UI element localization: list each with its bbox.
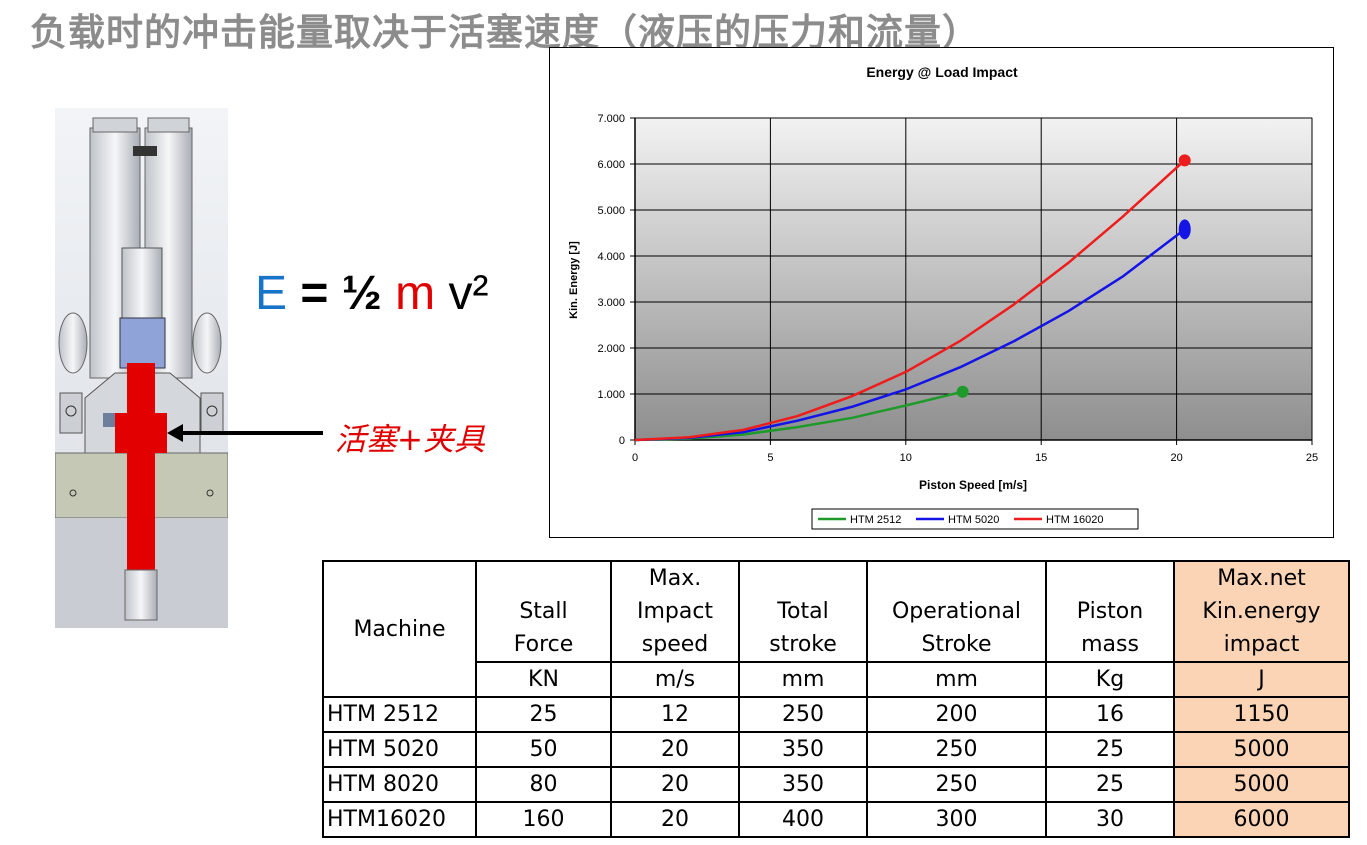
x-tick-label: 25 — [1306, 452, 1318, 464]
x-axis-label: Piston Speed [m/s] — [919, 478, 1027, 492]
table-header-cell: Total stroke — [738, 560, 868, 663]
plot-area — [634, 117, 1313, 441]
machine-name-cell: HTM 5020 — [322, 731, 477, 768]
table-cell: 300 — [866, 801, 1047, 838]
table-cell: 5000 — [1173, 766, 1350, 803]
table-cell: 12 — [610, 696, 740, 733]
machine-name-cell: HTM 8020 — [322, 766, 477, 803]
legend-label: HTM 2512 — [850, 514, 901, 526]
table-cell: 6000 — [1173, 801, 1350, 838]
legend-label: HTM 5020 — [948, 514, 999, 526]
series-end-marker — [1178, 219, 1191, 240]
chart-title: Energy @ Load Impact — [866, 64, 1018, 80]
table-cell: 20 — [610, 766, 740, 803]
kinetic-energy-formula: E = ½ m v² — [255, 266, 488, 321]
table-row: HTM 5020 50 20 350 250 25 5000 — [322, 731, 1350, 768]
y-tick-label: 4.000 — [597, 251, 625, 263]
table-header-cell: Stall Force — [475, 560, 612, 663]
table-unit-cell: Kg — [1045, 661, 1175, 698]
x-tick-label: 15 — [1035, 452, 1047, 464]
x-tick-label: 20 — [1170, 452, 1182, 464]
table-header-cell: Operational Stroke — [866, 560, 1047, 663]
y-axis-label: Kin. Energy [J] — [568, 241, 580, 319]
table-cell: 50 — [475, 731, 612, 768]
table-cell: 400 — [738, 801, 868, 838]
table-cell: 20 — [610, 801, 740, 838]
table-unit-cell: J — [1173, 661, 1350, 698]
series-lines — [634, 154, 1191, 442]
table-cell: 200 — [866, 696, 1047, 733]
y-tick-label: 0 — [619, 435, 625, 447]
table-cell: 80 — [475, 766, 612, 803]
y-tick-label: 6.000 — [597, 159, 625, 171]
table-header-cell: Max. Impact speed — [610, 560, 740, 663]
formula-energy-symbol: E — [255, 267, 288, 320]
x-tick-label: 0 — [632, 452, 638, 464]
energy-chart-svg: 0 1.000 2.000 3.000 4.000 5.000 6.000 7.000 0 5 10… — [568, 64, 1318, 530]
series-end-marker — [956, 385, 969, 398]
table-unit-cell: mm — [738, 661, 868, 698]
piston-label: 活塞+夹具 — [335, 422, 485, 458]
axes: 0 1.000 2.000 3.000 4.000 5.000 6.000 7.000 0 5 10… — [597, 113, 1318, 464]
table-cell: 160 — [475, 801, 612, 838]
page-title: 负载时的冲击能量取决于活塞速度（液压的压力和流量） — [30, 11, 980, 54]
y-tick-label: 3.000 — [597, 297, 625, 309]
table-cell: 16 — [1045, 696, 1175, 733]
series-line-htm-5020 — [634, 228, 1186, 442]
piston-arrow — [167, 424, 323, 442]
x-tick-label: 5 — [767, 452, 773, 464]
y-tick-label: 5.000 — [597, 205, 625, 217]
energy-chart: 0 1.000 2.000 3.000 4.000 5.000 6.000 7.000 0 5 10… — [549, 47, 1334, 538]
legend-box — [811, 508, 1139, 530]
machine-illustration — [55, 108, 228, 628]
table-units-row: KN m/s mm mm Kg J — [323, 661, 1350, 698]
x-tick-label: 10 — [900, 452, 912, 464]
table-cell: 25 — [1045, 731, 1175, 768]
table-cell: 20 — [610, 731, 740, 768]
y-tick-label: 7.000 — [597, 113, 625, 125]
table-cell: 350 — [738, 766, 868, 803]
legend: HTM 2512 HTM 5020 HTM 16020 — [811, 508, 1139, 530]
table-header-cell: Max.net Kin.energy impact — [1173, 560, 1350, 663]
table-unit-cell: KN — [475, 661, 612, 698]
y-tick-label: 2.000 — [597, 343, 625, 355]
table-row: HTM16020 160 20 400 300 30 6000 — [322, 801, 1350, 838]
table-cell: 1150 — [1173, 696, 1350, 733]
table-cell: 250 — [738, 696, 868, 733]
table-cell: 350 — [738, 731, 868, 768]
table-unit-cell: mm — [866, 661, 1047, 698]
table-row: HTM 8020 80 20 350 250 25 5000 — [322, 766, 1350, 803]
table-header-row: Machine Stall Force Max. Impact speed Total… — [322, 560, 1350, 698]
machine-name-cell: HTM 2512 — [322, 696, 477, 733]
table-unit-cell: m/s — [610, 661, 740, 698]
table-cell: 5000 — [1173, 731, 1350, 768]
legend-label: HTM 16020 — [1046, 514, 1103, 526]
machine-spec-table: Machine Stall Force Max. Impact speed Total… — [322, 560, 1350, 838]
series-end-marker — [1178, 154, 1191, 167]
formula-velocity-squared: v² — [448, 267, 489, 320]
table-cell: 30 — [1045, 801, 1175, 838]
table-header-cell: Piston mass — [1045, 560, 1175, 663]
series-line-htm-16020 — [634, 159, 1186, 442]
table-cell: 250 — [866, 766, 1047, 803]
machine-name-cell: HTM16020 — [322, 801, 477, 838]
table-header-cell: Machine — [322, 560, 477, 698]
table-cell: 250 — [866, 731, 1047, 768]
table-row: HTM 2512 25 12 250 200 16 1150 — [322, 696, 1350, 733]
table-cell: 25 — [475, 696, 612, 733]
formula-mass-symbol: m — [395, 267, 436, 320]
table-cell: 25 — [1045, 766, 1175, 803]
formula-equals-half: = ½ — [300, 267, 382, 320]
y-tick-label: 1.000 — [597, 389, 625, 401]
